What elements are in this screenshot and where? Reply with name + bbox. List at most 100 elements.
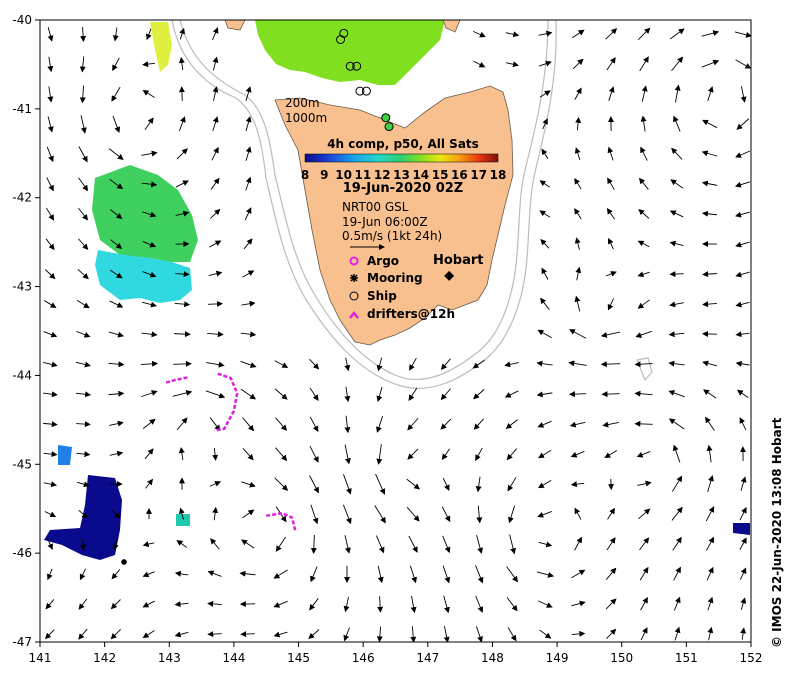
current-vector — [142, 600, 155, 608]
ship-marker — [384, 122, 394, 132]
current-vector — [244, 207, 252, 221]
current-vector — [344, 386, 351, 403]
current-vector — [671, 56, 684, 72]
plot-frame — [39, 19, 752, 643]
x-tick-label: 144 — [222, 651, 245, 665]
current-vector — [209, 417, 221, 432]
current-vector — [735, 360, 750, 367]
current-vector — [574, 87, 582, 100]
current-vector — [607, 298, 614, 311]
current-vector — [707, 596, 714, 611]
current-vector — [541, 148, 549, 159]
current-vector — [606, 57, 616, 71]
current-vector — [141, 181, 158, 188]
hobart-marker — [444, 270, 455, 281]
current-vector — [142, 211, 157, 218]
current-vector — [44, 629, 55, 640]
colorbar-tick-label: 13 — [393, 168, 410, 182]
current-vector — [476, 505, 483, 524]
y-tick-label: -40 — [12, 13, 32, 27]
current-vector — [574, 507, 582, 520]
current-vector — [605, 271, 617, 277]
current-vector — [275, 536, 287, 552]
current-vector — [638, 177, 649, 190]
current-vector — [539, 629, 552, 639]
current-vector — [536, 360, 553, 367]
current-vector — [141, 150, 158, 157]
current-vector — [44, 300, 57, 308]
colorbar-tick-label: 11 — [355, 168, 372, 182]
drifter-legend-icon — [349, 310, 359, 319]
drifter-track — [214, 372, 239, 432]
current-vector — [141, 301, 157, 308]
current-vector — [47, 27, 54, 42]
current-vector — [344, 357, 351, 372]
current-vector — [540, 238, 550, 249]
current-vector — [668, 360, 685, 367]
sst-patch-southwest-lightblue — [58, 445, 72, 465]
current-vector — [506, 448, 518, 461]
current-vector — [735, 59, 751, 69]
current-vector — [608, 86, 615, 101]
current-vector — [671, 147, 683, 160]
current-vector — [241, 539, 255, 549]
current-vector — [242, 270, 255, 278]
current-vector — [600, 361, 621, 368]
current-vector — [76, 330, 91, 338]
current-vector — [310, 566, 318, 583]
current-vector — [239, 570, 256, 577]
current-vector — [571, 569, 586, 579]
current-vector — [472, 359, 485, 369]
current-vector — [342, 504, 352, 525]
current-vector — [607, 146, 614, 161]
current-vector — [640, 115, 647, 132]
current-vector — [639, 537, 650, 551]
current-vector — [542, 118, 548, 130]
y-tick-label: -45 — [12, 457, 32, 471]
current-vector — [112, 27, 119, 42]
current-vector — [46, 146, 54, 163]
current-vector — [245, 86, 252, 102]
current-vector — [142, 241, 157, 248]
current-vector — [179, 27, 186, 40]
current-vector — [111, 509, 121, 519]
current-vector — [78, 628, 88, 640]
drifter-tracks — [165, 372, 297, 532]
current-vector — [407, 417, 419, 431]
current-vector — [178, 86, 185, 101]
current-vector — [144, 117, 154, 131]
drifter-track — [266, 511, 297, 532]
current-vector — [344, 415, 351, 434]
current-vector — [571, 29, 585, 39]
current-vector — [243, 238, 253, 250]
current-vector — [273, 600, 288, 608]
current-vector — [442, 565, 451, 584]
current-vector — [376, 415, 384, 433]
current-vector — [506, 597, 518, 612]
current-vector — [112, 57, 120, 72]
current-vector — [208, 270, 223, 277]
current-vector — [740, 597, 747, 610]
current-vector — [273, 631, 288, 638]
current-vector — [641, 85, 648, 102]
current-vector — [443, 625, 450, 642]
current-vector — [141, 331, 158, 338]
current-vector — [702, 301, 717, 308]
current-vector — [701, 180, 718, 187]
colorbar-tick-label: 10 — [335, 168, 352, 182]
current-vector — [569, 421, 586, 428]
current-vector — [668, 418, 685, 430]
current-vector — [574, 177, 582, 190]
current-vector — [241, 300, 256, 307]
current-legend-time: 19-Jun 06:00Z — [342, 215, 428, 229]
current-vector — [212, 27, 219, 41]
current-vector — [571, 600, 586, 607]
current-vector — [701, 210, 718, 217]
current-vector — [206, 361, 225, 368]
current-vector — [443, 595, 450, 614]
current-vector — [671, 475, 683, 492]
current-vector — [146, 28, 152, 41]
current-vector — [475, 595, 484, 613]
current-vector — [640, 627, 648, 641]
